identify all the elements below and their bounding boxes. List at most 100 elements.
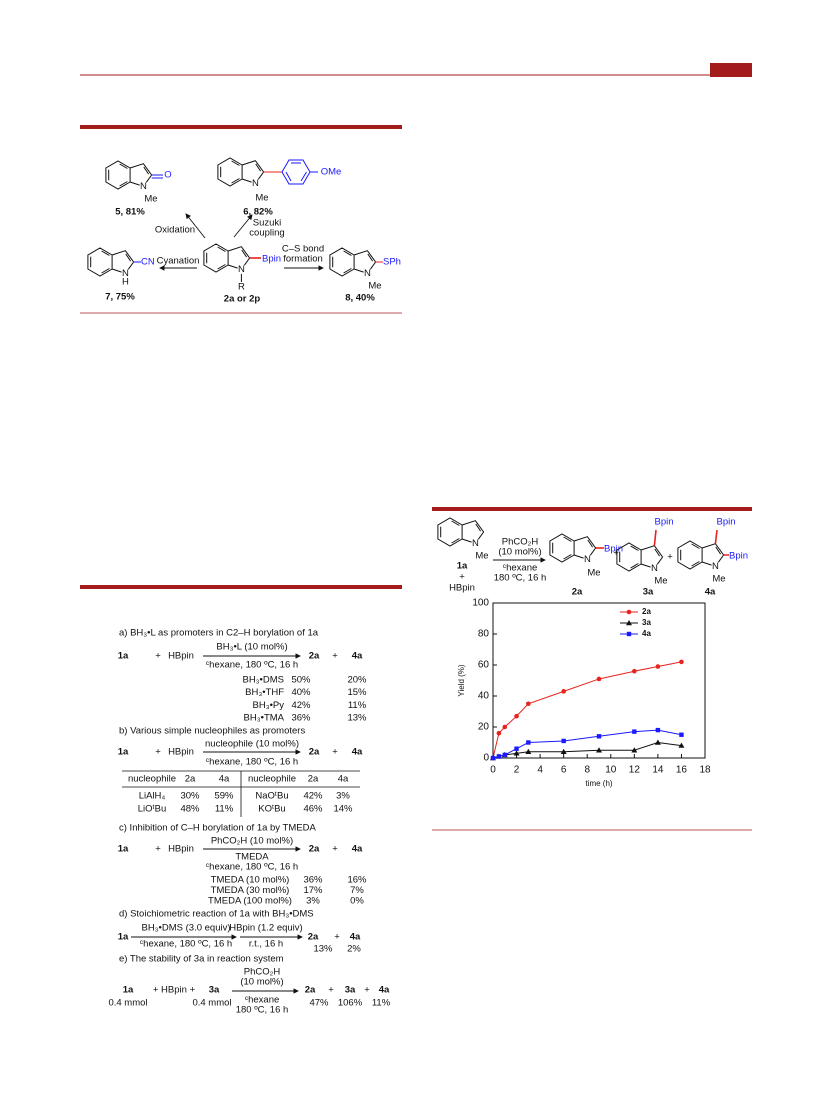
yield: 3% — [306, 896, 320, 907]
x-tick-label: 12 — [629, 765, 641, 776]
yield: 11% — [348, 700, 367, 711]
row-name: TMEDA (10 mol%) — [211, 875, 290, 886]
table-cell: KOᵗBu — [258, 804, 285, 815]
condition: PhCO₂H — [502, 537, 539, 548]
eq: 1a — [118, 651, 129, 662]
atom: Bpin — [729, 551, 748, 562]
table-header: 2a — [185, 774, 196, 785]
point — [596, 734, 602, 739]
point — [655, 727, 661, 733]
yield: 7% — [350, 885, 364, 896]
eq: 4a — [352, 747, 363, 758]
x-tick-label: 6 — [561, 765, 567, 776]
arrow-label: C–S bond — [282, 244, 324, 255]
yield: 2% — [347, 944, 361, 955]
legend-label: 4a — [642, 629, 651, 638]
point — [496, 754, 502, 759]
figure: N Me 1a + HBpin PhCO₂H (10 mol%) ᶜhexane… — [432, 507, 752, 831]
yield: 13% — [313, 944, 333, 955]
atom: Bpin — [654, 517, 673, 528]
yield: 50% — [291, 675, 311, 686]
compound-label: 7, 75% — [105, 292, 135, 303]
point — [513, 750, 520, 756]
atom: N — [712, 561, 719, 572]
x-tick-label: 4 — [537, 765, 543, 776]
atom: N — [252, 178, 259, 189]
table-header: nucleophile — [248, 774, 296, 785]
point — [596, 676, 602, 682]
y-tick-label: 100 — [472, 598, 489, 609]
eq: 2a — [308, 932, 319, 943]
table-cell: LiOᵗBu — [138, 804, 167, 815]
point — [526, 740, 531, 745]
amount: 0.4 mmol — [108, 998, 147, 1009]
point — [654, 739, 661, 745]
atom: Me — [368, 281, 381, 292]
eq: + — [332, 844, 338, 855]
x-tick-label: 2 — [514, 765, 520, 776]
row-name: BH₃•THF — [245, 687, 284, 698]
y-tick-label: 60 — [478, 660, 490, 671]
atom: N — [651, 563, 658, 574]
atom: N — [140, 181, 147, 192]
yield: 17% — [303, 885, 323, 896]
condition: (10 mol%) — [498, 547, 541, 558]
atom: OMe — [321, 167, 342, 178]
condition: PhCO₂H (10 mol%) — [211, 836, 293, 847]
panel-title: c) Inhibition of C–H borylation of 1a by… — [119, 823, 316, 834]
eq: 4a — [379, 985, 390, 996]
condition: ᶜhexane, 180 ºC, 16 h — [206, 757, 298, 768]
point — [632, 729, 637, 734]
y-axis-label: Yield (%) — [457, 664, 466, 696]
condition: 180 ºC, 16 h — [494, 573, 547, 584]
point — [525, 748, 532, 754]
eq: + HBpin + — [153, 985, 196, 996]
atom: H — [122, 277, 129, 288]
eq: HBpin — [168, 747, 194, 758]
atom: N — [122, 268, 129, 279]
eq: 2a — [309, 844, 320, 855]
point — [679, 732, 684, 737]
yield: 13% — [347, 713, 367, 724]
compound-label: 3a — [643, 587, 654, 598]
row-name: TMEDA (100 mol%) — [208, 896, 292, 907]
eq: HBpin — [449, 583, 475, 594]
eq: + — [155, 747, 161, 758]
eq: 4a — [352, 651, 363, 662]
table-header: 4a — [219, 774, 230, 785]
atom: Me — [144, 194, 157, 205]
condition: ᶜhexane — [245, 995, 280, 1006]
chart: 0 20 40 60 80 100 0 2 4 6 8 10 12 14 16 18 time (h) Yield… — [457, 598, 711, 788]
eq: 2a — [305, 985, 316, 996]
point — [526, 701, 531, 707]
panel-title: d) Stoichiometric reaction of 1a with BH… — [119, 909, 314, 920]
point — [514, 713, 519, 719]
x-tick-label: 8 — [584, 765, 590, 776]
eq: 1a — [118, 747, 129, 758]
condition: r.t., 16 h — [249, 939, 283, 950]
point — [514, 746, 519, 751]
eq: + — [155, 844, 161, 855]
panel-title: e) The stability of 3a in reaction syste… — [119, 954, 284, 965]
point — [631, 747, 638, 753]
atom: N — [364, 268, 371, 279]
eq: 1a — [118, 932, 129, 943]
point — [561, 689, 566, 694]
arrow-label: coupling — [249, 228, 284, 239]
eq: HBpin — [168, 651, 194, 662]
atom: Me — [587, 568, 600, 579]
eq: + — [332, 651, 338, 662]
compound-label: 5, 81% — [115, 207, 145, 218]
atom: R — [238, 282, 245, 293]
row-name: BH₃•TMA — [244, 713, 285, 724]
yield: 0% — [350, 896, 364, 907]
eq: 3a — [209, 985, 220, 996]
eq: 4a — [352, 844, 363, 855]
atom: CN — [141, 257, 155, 268]
yield: 106% — [338, 998, 363, 1009]
y-tick-label: 40 — [478, 691, 490, 702]
table-cell: 42% — [303, 791, 323, 802]
atom: Bpin — [716, 517, 735, 528]
condition: nucleophile (10 mol%) — [205, 739, 299, 750]
